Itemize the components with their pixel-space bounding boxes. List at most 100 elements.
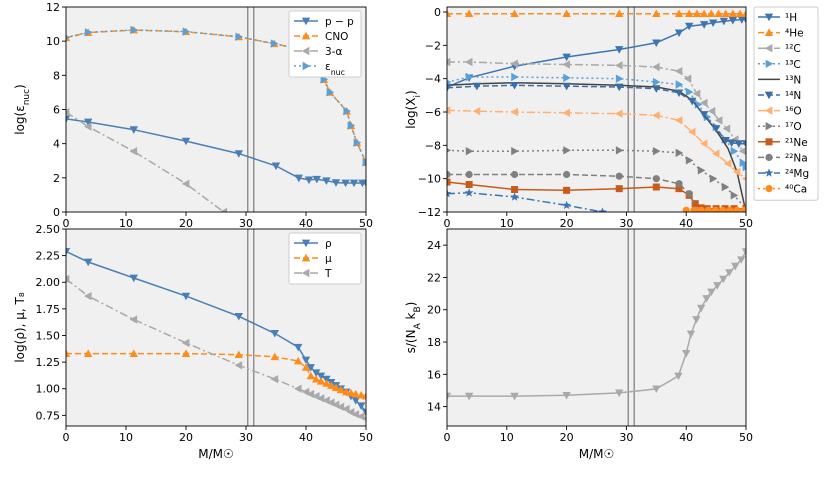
data-point bbox=[690, 206, 698, 212]
data-point bbox=[511, 146, 519, 156]
data-point bbox=[447, 189, 452, 198]
data-point bbox=[351, 397, 360, 405]
data-point bbox=[692, 9, 702, 18]
data-point bbox=[322, 379, 331, 387]
data-point bbox=[598, 207, 607, 212]
legend-marker bbox=[301, 253, 311, 262]
data-point bbox=[722, 124, 731, 133]
x-axis-label: M/M☉ bbox=[198, 447, 234, 461]
x-tick-label: 30 bbox=[619, 217, 633, 230]
data-point bbox=[563, 73, 571, 83]
axes-frame bbox=[65, 228, 367, 427]
legend-label: ²⁴Mg bbox=[785, 168, 809, 180]
data-point bbox=[270, 374, 279, 384]
data-point bbox=[740, 206, 746, 212]
data-point bbox=[562, 200, 571, 210]
data-point bbox=[66, 35, 71, 40]
data-point bbox=[84, 291, 92, 301]
data-point bbox=[684, 22, 694, 31]
data-point bbox=[652, 385, 661, 394]
plot-background bbox=[447, 7, 746, 212]
data-point bbox=[675, 185, 683, 193]
data-point bbox=[741, 149, 746, 155]
data-point bbox=[271, 162, 281, 171]
data-point bbox=[741, 140, 746, 148]
legend-marker bbox=[765, 153, 773, 161]
panel-p3: 0 10 20 30 40 50 0.75 1.00 1.25 1.50 1.75 2.00 2.25 2… bbox=[13, 223, 373, 461]
series-T bbox=[66, 274, 366, 421]
data-point bbox=[737, 256, 746, 264]
data-point bbox=[353, 138, 362, 147]
series-O bbox=[447, 106, 746, 182]
data-point bbox=[294, 356, 303, 365]
data-point bbox=[66, 248, 71, 256]
legend-label: ²¹Ne bbox=[785, 137, 808, 149]
series-C bbox=[447, 57, 746, 156]
data-point bbox=[327, 381, 336, 389]
legend-label: ρ bbox=[325, 238, 332, 250]
data-point bbox=[312, 374, 321, 383]
data-point bbox=[312, 369, 321, 377]
data-point bbox=[699, 111, 709, 119]
data-point bbox=[674, 116, 683, 125]
data-point bbox=[464, 188, 474, 197]
data-point bbox=[181, 292, 191, 301]
data-point bbox=[615, 83, 624, 92]
data-point bbox=[732, 167, 741, 177]
data-point bbox=[682, 349, 691, 358]
data-point bbox=[615, 109, 623, 118]
data-point bbox=[711, 206, 720, 212]
x-tick-label: 0 bbox=[444, 217, 451, 230]
data-point bbox=[447, 84, 452, 93]
x-tick-label: 30 bbox=[239, 431, 253, 444]
series-N bbox=[447, 81, 746, 148]
data-point bbox=[728, 9, 738, 18]
legend-box bbox=[288, 10, 362, 78]
data-point bbox=[181, 137, 191, 146]
x-tick-label: 20 bbox=[560, 217, 574, 230]
data-point bbox=[66, 349, 71, 357]
x-tick-label: 0 bbox=[444, 431, 451, 444]
data-point bbox=[615, 172, 623, 180]
data-point bbox=[699, 21, 709, 29]
legend-label: ¹³C bbox=[785, 59, 801, 71]
data-point bbox=[465, 181, 473, 188]
data-point bbox=[510, 392, 519, 401]
legend-marker bbox=[302, 61, 311, 71]
y-tick-label: 2.50 bbox=[36, 223, 61, 236]
legend-label: εnuc bbox=[325, 61, 345, 77]
data-point bbox=[511, 186, 519, 193]
y-tick-label: 2.00 bbox=[36, 276, 61, 289]
data-point bbox=[130, 25, 138, 35]
data-point bbox=[711, 149, 720, 158]
legend-label: ¹H bbox=[785, 12, 797, 24]
data-point bbox=[510, 9, 519, 18]
data-point bbox=[725, 269, 734, 277]
data-point bbox=[235, 32, 243, 41]
legend-marker bbox=[765, 122, 774, 131]
series-He bbox=[447, 9, 746, 18]
y-tick-label: 0 bbox=[434, 6, 441, 19]
x-tick-label: 40 bbox=[299, 431, 313, 444]
y-axis-label: log(Xi) bbox=[404, 90, 423, 128]
data-point bbox=[652, 85, 661, 93]
y-axis-label: log(εnuc) bbox=[13, 84, 32, 135]
y-tick-label: 2.25 bbox=[36, 250, 61, 263]
data-point bbox=[306, 364, 315, 372]
series-pp bbox=[66, 115, 366, 188]
data-point bbox=[464, 392, 474, 401]
data-point bbox=[465, 72, 474, 82]
data-point bbox=[351, 389, 360, 398]
data-point bbox=[464, 57, 473, 67]
x-tick-label: 20 bbox=[560, 431, 574, 444]
data-point bbox=[721, 182, 730, 192]
data-point bbox=[731, 262, 740, 271]
data-point bbox=[723, 159, 732, 168]
data-point bbox=[357, 402, 366, 410]
data-point bbox=[316, 377, 326, 385]
data-point bbox=[234, 361, 243, 370]
legend: p − p CNO 3-α εnuc bbox=[288, 10, 362, 78]
data-point bbox=[714, 116, 723, 125]
data-point bbox=[562, 53, 571, 62]
data-point bbox=[342, 404, 350, 414]
